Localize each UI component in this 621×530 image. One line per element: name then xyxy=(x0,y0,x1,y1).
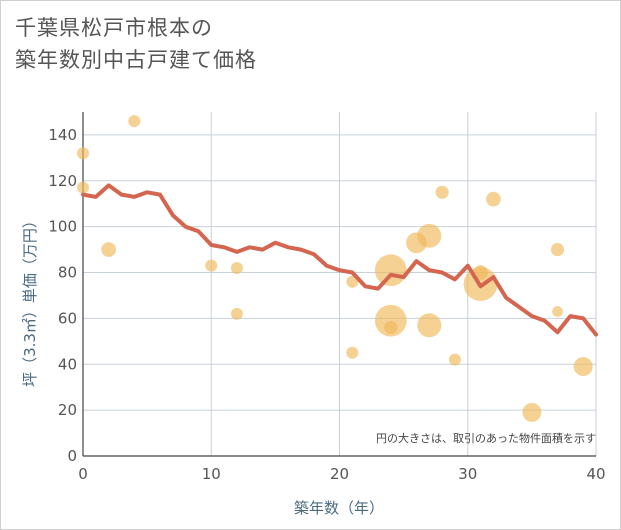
y-tick-label: 80 xyxy=(58,264,77,282)
bubble-point xyxy=(77,147,89,160)
y-tick-label: 60 xyxy=(58,309,77,327)
bubble-point xyxy=(128,115,141,128)
bubble-series xyxy=(77,115,593,422)
y-tick-label: 20 xyxy=(58,401,77,419)
x-tick-label: 40 xyxy=(586,465,605,483)
y-tick-label: 120 xyxy=(48,172,77,190)
y-tick-label: 0 xyxy=(67,447,77,465)
bubble-point xyxy=(417,313,442,338)
bubble-point xyxy=(77,181,89,194)
y-axis-title: 坪（3.3㎡）単価（万円） xyxy=(21,213,39,387)
bubble-point xyxy=(384,321,398,335)
grid-lines xyxy=(82,112,597,457)
bubble-point xyxy=(550,243,565,257)
bubble-point xyxy=(374,304,407,337)
x-tick-label: 30 xyxy=(458,465,477,483)
y-tick-label: 100 xyxy=(48,218,77,236)
bubble-point xyxy=(435,185,449,199)
bubble-point xyxy=(205,259,218,272)
chart-title-line1: 千葉県松戸市根本の xyxy=(15,16,213,40)
bubble-point xyxy=(346,346,359,359)
bubble-point xyxy=(417,223,442,248)
y-tick-label: 40 xyxy=(58,355,77,373)
chart-annotation: 円の大きさは、取引のあった物件面積を示す xyxy=(376,431,596,445)
bubble-point xyxy=(448,353,461,366)
bubble-point xyxy=(486,191,501,207)
average-line-series xyxy=(81,183,598,337)
x-tick-label: 10 xyxy=(202,465,221,483)
x-axis-title: 築年数（年） xyxy=(294,499,384,517)
bubble-point xyxy=(522,402,542,422)
bubble-point xyxy=(573,357,593,377)
bubble-point xyxy=(230,261,243,274)
bubble-point xyxy=(346,275,359,288)
chart-title-line2: 築年数別中古戸建て価格 xyxy=(15,48,257,72)
bubble-point xyxy=(230,307,243,320)
bubble-point xyxy=(101,242,116,257)
x-tick-label: 0 xyxy=(78,465,88,483)
x-tick-label: 20 xyxy=(330,465,349,483)
y-tick-label: 140 xyxy=(48,126,77,144)
axis-tick-labels: 0 10 20 30 40 0 20 40 60 80 100 120 140 xyxy=(48,126,605,483)
bubble-point xyxy=(374,254,407,287)
chart-title: 千葉県松戸市根本の 築年数別中古戸建て価格 xyxy=(15,12,257,76)
bubble-point xyxy=(552,306,563,317)
average-price-line xyxy=(81,183,598,337)
